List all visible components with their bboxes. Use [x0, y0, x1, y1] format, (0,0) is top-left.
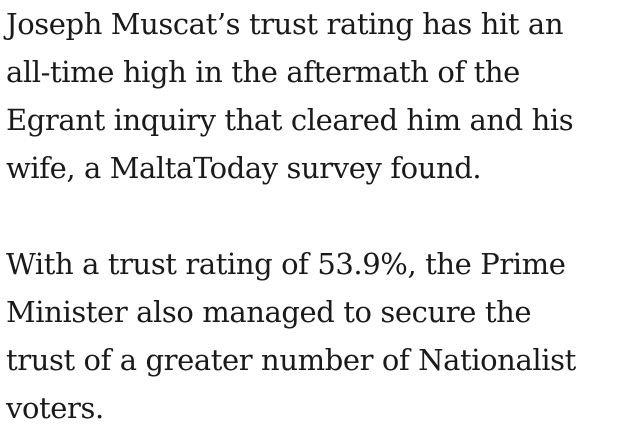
text-line: Egrant inquiry that cleared him and his [6, 103, 574, 137]
text-line: trust of a greater number of Nationalist [6, 343, 576, 377]
text-line: voters. [6, 391, 104, 425]
text-line: Joseph Muscat’s trust rating has hit an [6, 7, 564, 41]
text-line: Minister also managed to secure the [6, 295, 532, 329]
article-body: Joseph Muscat’s trust rating has hit an … [6, 0, 626, 432]
text-line: all-time high in the aftermath of the [6, 55, 520, 89]
text-line: wife, a MaltaToday survey found. [6, 151, 482, 185]
text-line: With a trust rating of 53.9%, the Prime [6, 247, 566, 281]
article-paragraph: Joseph Muscat’s trust rating has hit an … [6, 0, 626, 192]
article-paragraph: With a trust rating of 53.9%, the Prime … [6, 240, 626, 432]
